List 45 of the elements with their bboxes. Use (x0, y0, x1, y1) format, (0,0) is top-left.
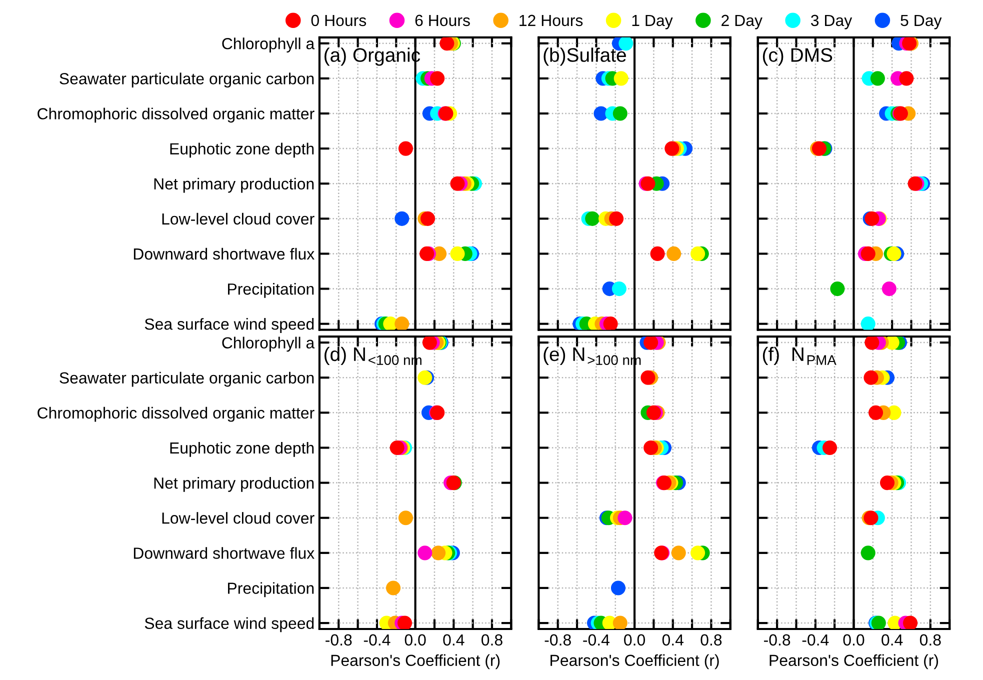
x-axis-title: Pearson's Coefficient (r) (550, 654, 719, 670)
legend-label: 12 Hours (520, 14, 583, 26)
chart-title: (c) DMS (762, 48, 832, 66)
y-tick-label: Net primary production (154, 477, 314, 492)
x-tick-label: 0.0 (404, 634, 426, 646)
x-tick-label: 0.0 (624, 634, 646, 646)
legend-label: 1 Day (632, 14, 673, 30)
x-tick-label: 0.4 (882, 634, 903, 646)
y-tick-label: Sea surface wind speed (144, 617, 314, 632)
legend-label: 5 Day (900, 14, 942, 30)
x-tick-label: 0.8 (920, 634, 941, 646)
y-tick-label: Downward shortwave flux (134, 547, 314, 559)
y-tick-label: Euphotic zone depth (170, 442, 314, 457)
x-tick-label: 0.4 (662, 634, 684, 646)
x-tick-label: 0.0 (843, 634, 864, 646)
y-tick-label: Net primary production (154, 178, 314, 193)
y-tick-label: Euphotic zone depth (170, 142, 314, 158)
x-tick-label: -0.8 (544, 634, 571, 646)
x-tick-label: -0.8 (326, 634, 352, 646)
x-axis-title: Pearson's Coefficient (r) (331, 654, 500, 670)
x-tick-label: -0.4 (802, 634, 829, 646)
y-tick-label: Seawater particulate organic carbon (60, 72, 314, 88)
chart-title: (b)Sulfate (544, 48, 626, 66)
y-tick-label: Downward shortwave flux (134, 248, 314, 260)
y-tick-label: Chromophoric dissolved organic matter (38, 406, 314, 422)
legend-label: 6 Hours (415, 14, 470, 26)
y-tick-label: Seawater particulate organic carbon (60, 372, 314, 387)
y-tick-label: Chromophoric dissolved organic matter (38, 108, 314, 123)
x-tick-label: 0.4 (443, 634, 464, 646)
x-tick-label: 0.8 (700, 634, 722, 646)
y-tick-label: Precipitation (228, 282, 314, 298)
x-tick-label: -0.4 (364, 634, 390, 646)
y-tick-label: Low-level cloud cover (162, 212, 314, 225)
y-tick-label: Low-level cloud cover (162, 512, 314, 524)
y-tick-label: Chlorophyll a (222, 38, 315, 52)
y-tick-label: Precipitation (228, 582, 314, 598)
x-tick-label: 0.8 (482, 634, 502, 646)
legend-label: 3 Day (811, 14, 852, 30)
x-tick-label: -0.4 (583, 634, 610, 646)
legend-label: 0 Hours (311, 14, 366, 26)
legend-label: 2 Day (722, 14, 762, 30)
y-tick-label: Sea surface wind speed (144, 318, 314, 333)
x-axis-title: Pearson's Coefficient (r) (770, 654, 938, 670)
y-tick-label: Chlorophyll a (222, 336, 315, 352)
x-tick-label: -0.8 (764, 634, 790, 646)
